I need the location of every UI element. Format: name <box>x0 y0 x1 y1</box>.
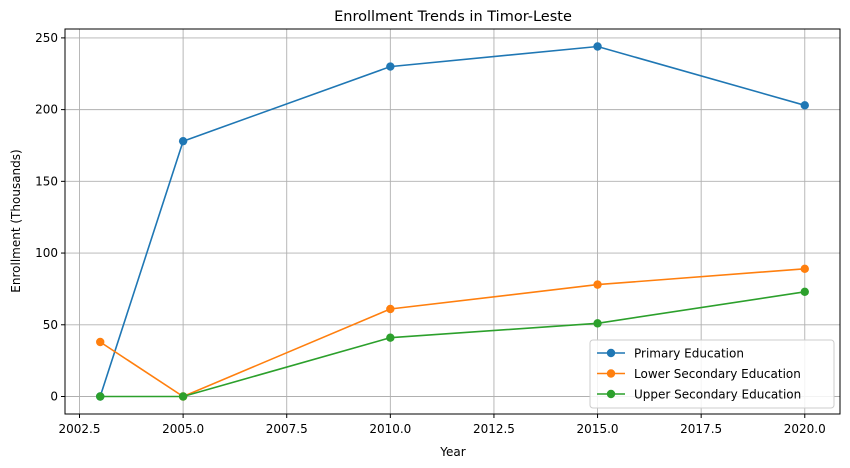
data-point <box>800 287 809 296</box>
legend-label: Upper Secondary Education <box>634 388 801 402</box>
x-tick-label: 2010.0 <box>369 422 411 436</box>
legend-item: Lower Secondary Education <box>597 367 801 381</box>
y-tick-label: 50 <box>43 318 58 332</box>
data-point <box>386 333 395 342</box>
x-tick-label: 2020.0 <box>784 422 826 436</box>
x-tick-label: 2017.5 <box>680 422 722 436</box>
data-point <box>96 337 105 347</box>
data-point <box>178 136 188 146</box>
data-point <box>178 392 188 401</box>
y-axis-label: Enrollment (Thousands) <box>9 149 23 292</box>
x-axis-ticks: 2002.5 2005.0 2007.5 2010.0 2012.5 2015.0 2017… <box>59 414 826 436</box>
y-tick-label: 150 <box>35 174 58 188</box>
legend-box <box>589 339 835 409</box>
legend-marker <box>606 348 616 358</box>
chart-title: Enrollment Trends in Timor-Leste <box>334 9 572 25</box>
legend-marker <box>606 389 616 399</box>
data-point <box>96 392 105 401</box>
data-point <box>593 280 602 289</box>
y-tick-label: 0 <box>50 390 58 404</box>
y-axis-ticks: 0 50 100 150 200 250 <box>35 31 65 404</box>
data-point <box>593 319 602 328</box>
legend-label: Lower Secondary Education <box>634 367 801 381</box>
y-tick-label: 200 <box>35 103 58 117</box>
series-3 <box>96 287 809 401</box>
legend: Primary Education Lower Secondary Educati… <box>589 339 835 409</box>
x-tick-label: 2015.0 <box>577 422 619 436</box>
x-tick-label: 2007.5 <box>266 422 308 436</box>
data-point <box>386 62 395 71</box>
y-tick-label: 100 <box>35 246 58 260</box>
x-tick-label: 2005.0 <box>162 422 204 436</box>
data-point <box>593 42 602 51</box>
legend-item: Primary Education <box>597 347 744 361</box>
data-point <box>800 264 809 274</box>
y-tick-label: 250 <box>35 31 58 45</box>
grid <box>65 29 840 414</box>
series-layer <box>96 42 809 401</box>
data-point <box>800 101 809 110</box>
plot-frame <box>64 28 841 415</box>
legend-marker <box>606 369 616 378</box>
x-tick-label: 2002.5 <box>59 422 101 436</box>
x-tick-label: 2012.5 <box>473 422 515 436</box>
legend-item: Upper Secondary Education <box>597 388 801 402</box>
legend-label: Primary Education <box>634 347 744 361</box>
data-point <box>386 304 395 314</box>
x-axis-label: Year <box>439 445 465 459</box>
